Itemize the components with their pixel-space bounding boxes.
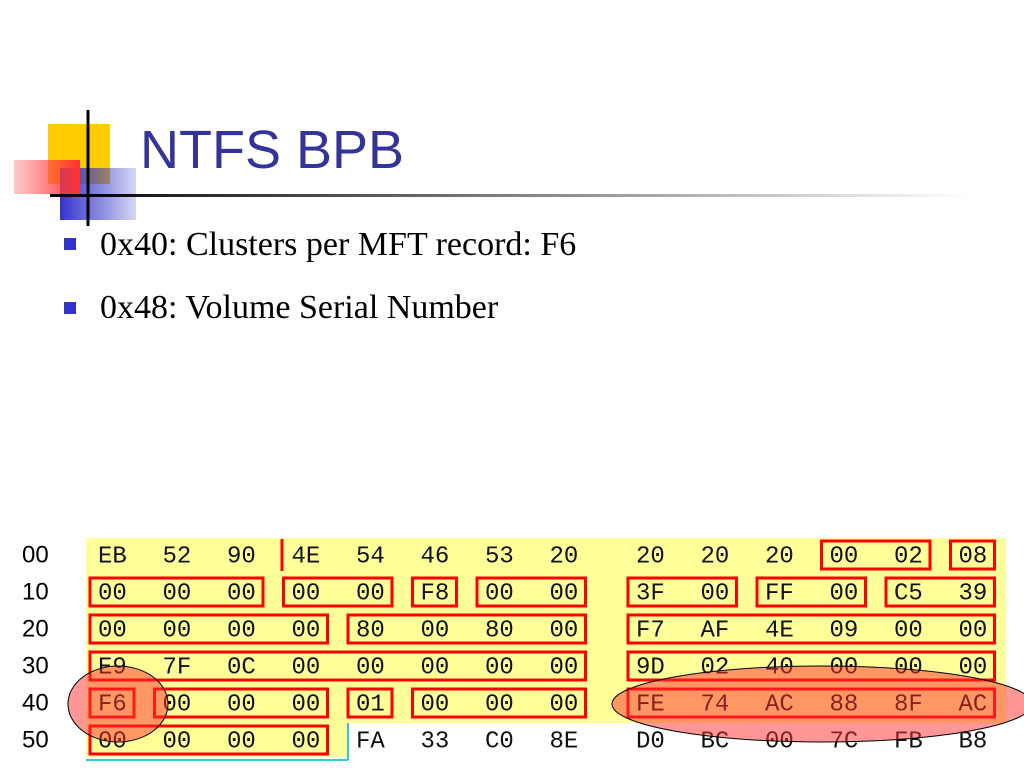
- hex-byte: 20: [765, 543, 794, 570]
- bullet: 0x40: Clusters per MFT record: F6: [100, 226, 576, 263]
- hex-byte: 33: [421, 728, 450, 755]
- hex-byte: 00: [356, 654, 385, 681]
- bullet-marker: [64, 302, 76, 314]
- hex-byte: FA: [356, 728, 385, 755]
- hex-byte: 0C: [227, 654, 256, 681]
- hex-byte: 00: [98, 617, 127, 644]
- field-box: [820, 539, 932, 571]
- hex-byte: 00: [292, 617, 321, 644]
- field-box: [282, 576, 394, 608]
- offset: 10: [22, 578, 49, 605]
- hex-byte: 90: [227, 543, 256, 570]
- offset: 50: [22, 726, 49, 753]
- hex-byte: 00: [830, 543, 859, 570]
- hex-byte: 80: [485, 617, 514, 644]
- hex-byte: 3F: [636, 580, 665, 607]
- field-box: [626, 613, 996, 645]
- hex-byte: AF: [701, 617, 730, 644]
- title: NTFS BPB: [140, 120, 404, 180]
- hex-byte: B8: [959, 728, 988, 755]
- hex-byte: 02: [894, 543, 923, 570]
- hex-byte: 00: [894, 617, 923, 644]
- hex-byte: 20: [636, 543, 665, 570]
- hex-byte: 00: [959, 617, 988, 644]
- hex-dump: 00 EB 52 90 4E 54 46 53 20 20 20 20 00 02 08 10 00 00 00 00…: [22, 538, 1024, 761]
- callout-ellipse: [611, 665, 1024, 743]
- logo: [14, 110, 136, 226]
- hex-byte: 9D: [636, 654, 665, 681]
- offset: 00: [22, 541, 49, 568]
- bullet-marker: [64, 238, 76, 250]
- hex-byte: 00: [356, 580, 385, 607]
- hex-byte: 00: [227, 580, 256, 607]
- hex-byte: 54: [356, 543, 385, 570]
- hex-byte: 00: [550, 617, 579, 644]
- hex-byte: 80: [356, 617, 385, 644]
- hex-byte: 46: [421, 543, 450, 570]
- hex-byte: EB: [98, 543, 127, 570]
- field-box: [346, 687, 394, 719]
- hex-byte: 00: [163, 728, 192, 755]
- hex-byte: FF: [765, 580, 794, 607]
- hex-byte: 4E: [765, 617, 794, 644]
- hex-byte: F8: [421, 580, 450, 607]
- offset: 40: [22, 689, 49, 716]
- hex-byte: 01: [356, 691, 385, 718]
- hex-byte: 52: [163, 543, 192, 570]
- hex-byte: 00: [227, 691, 256, 718]
- hex-byte: 00: [830, 580, 859, 607]
- hex-byte: 00: [292, 691, 321, 718]
- hex-byte: C5: [894, 580, 923, 607]
- field-box: [88, 650, 587, 682]
- hex-byte: D0: [636, 728, 665, 755]
- hex-byte: 00: [227, 617, 256, 644]
- hex-byte: 8E: [550, 728, 579, 755]
- hex-byte: 53: [485, 543, 514, 570]
- hex-byte: 4E: [292, 543, 321, 570]
- hex-byte: 00: [292, 654, 321, 681]
- field-box: [88, 724, 329, 756]
- field-box: [411, 576, 458, 608]
- hex-byte: 00: [485, 691, 514, 718]
- hex-byte: 7F: [163, 654, 192, 681]
- hex-byte: 00: [421, 654, 450, 681]
- hex-byte: 00: [227, 728, 256, 755]
- hex-byte: 00: [485, 654, 514, 681]
- hex-byte: 00: [163, 617, 192, 644]
- hex-byte: 00: [421, 691, 450, 718]
- hex-byte: 00: [485, 580, 514, 607]
- hex-byte: 00: [550, 691, 579, 718]
- hex-byte: 00: [292, 580, 321, 607]
- field-box: [626, 576, 738, 608]
- field-box: [88, 613, 329, 645]
- hex-byte: 00: [550, 580, 579, 607]
- offset: 20: [22, 615, 49, 642]
- hex-byte: 00: [98, 580, 127, 607]
- field-box: [411, 687, 587, 719]
- bullet: 0x48: Volume Serial Number: [100, 289, 499, 326]
- hex-byte: 20: [701, 543, 730, 570]
- hex-byte: 20: [550, 543, 579, 570]
- callout-ellipse: [67, 665, 169, 743]
- hex-byte: 00: [701, 580, 730, 607]
- field-box: [949, 539, 996, 571]
- offset: 30: [22, 652, 49, 679]
- hex-byte: 08: [959, 543, 988, 570]
- title-rule: [50, 194, 970, 197]
- hex-byte: 00: [550, 654, 579, 681]
- hex-byte: 00: [421, 617, 450, 644]
- hex-byte: C0: [485, 728, 514, 755]
- field-box: [755, 576, 867, 608]
- hex-byte: F7: [636, 617, 665, 644]
- field-box: [475, 576, 587, 608]
- hex-byte: 00: [163, 580, 192, 607]
- field-box: [88, 576, 265, 608]
- field-box: [346, 613, 587, 645]
- hex-byte: 00: [292, 728, 321, 755]
- field-box: [884, 576, 996, 608]
- hex-byte: 39: [959, 580, 988, 607]
- hex-byte: 09: [830, 617, 859, 644]
